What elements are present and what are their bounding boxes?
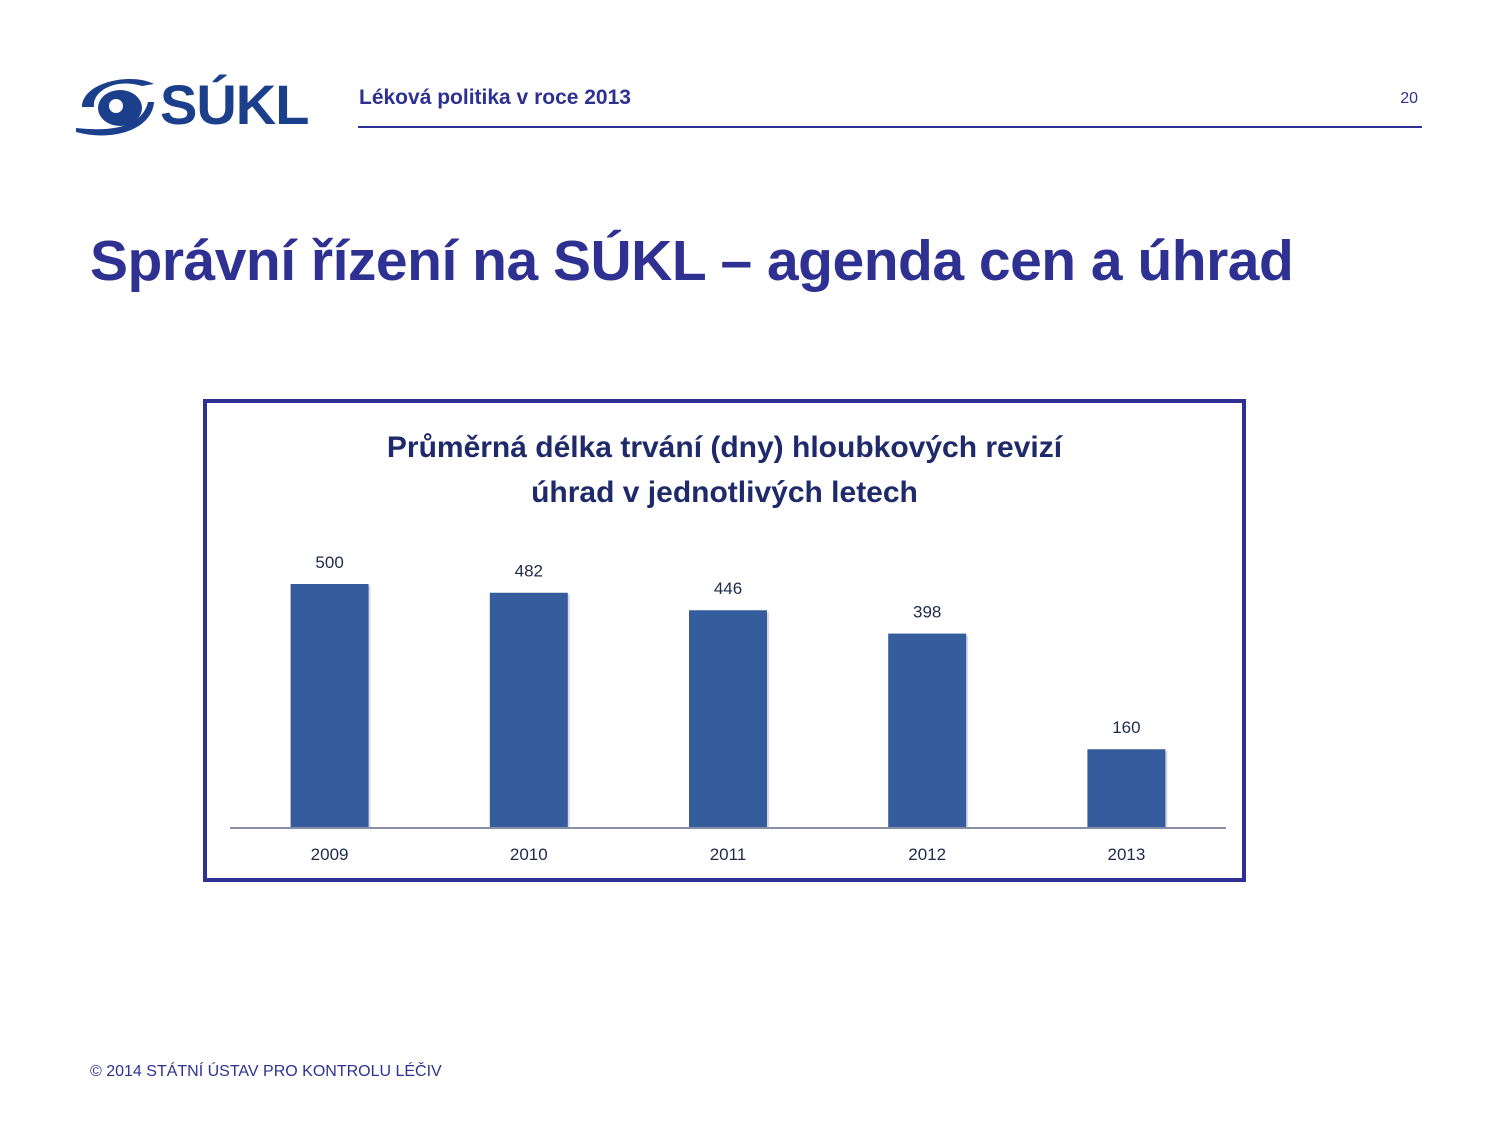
data-label-2009: 500 <box>315 553 343 572</box>
chart-container: Průměrná délka trvání (dny) hloubkových … <box>203 399 1246 882</box>
bar-chart: 500 2009 482 2010 446 2011 398 2012 160 2013 <box>230 553 1226 864</box>
header-divider <box>358 126 1422 128</box>
bar-2011 <box>689 610 767 827</box>
chart-title: Průměrná délka trvání (dny) hloubkových … <box>207 425 1242 515</box>
x-tick-label-2013: 2013 <box>1107 845 1145 864</box>
logo-text: SÚKL <box>160 73 309 136</box>
footer-copyright: © 2014 STÁTNÍ ÚSTAV PRO KONTROLU LÉČIV <box>90 1063 442 1080</box>
x-tick-label-2012: 2012 <box>908 845 946 864</box>
header-title: Léková politika v roce 2013 <box>359 86 631 109</box>
data-label-2011: 446 <box>714 579 742 598</box>
page-number: 20 <box>1400 90 1418 107</box>
sukl-logo-icon <box>76 78 154 136</box>
bar-2012 <box>888 633 967 827</box>
chart-title-line-1: Průměrná délka trvání (dny) hloubkových … <box>386 431 1063 464</box>
data-label-2012: 398 <box>913 603 941 622</box>
x-tick-label-2011: 2011 <box>710 845 747 864</box>
bar-2013 <box>1087 749 1166 827</box>
slide-title: Správní řízení na SÚKL – agenda cen a úh… <box>90 229 1294 293</box>
x-tick-label-2010: 2010 <box>510 845 548 864</box>
x-tick-label-2009: 2009 <box>311 845 349 864</box>
chart-title-line-2: úhrad v jednotlivých letech <box>531 476 918 509</box>
data-label-2010: 482 <box>515 562 543 581</box>
bar-2010 <box>489 592 568 827</box>
data-label-2013: 160 <box>1112 718 1140 737</box>
bar-2009 <box>290 584 369 827</box>
